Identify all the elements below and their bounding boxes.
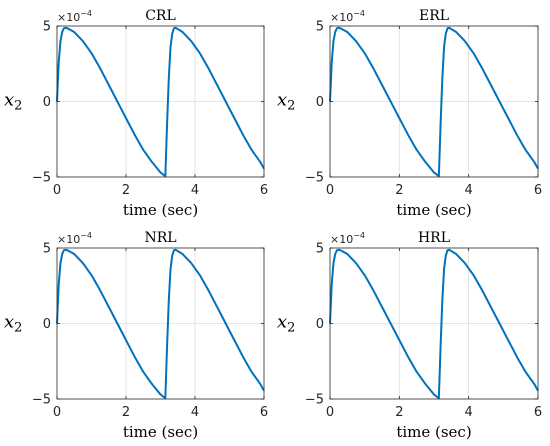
x-tick-label: 4 — [191, 183, 199, 198]
y-tick-label: −5 — [305, 171, 324, 186]
y-axis-label: x2 — [277, 312, 295, 336]
x-axis-label: time (sec) — [123, 423, 198, 441]
y-multiplier-exponent: −4 — [80, 231, 92, 240]
x-axis-label: time (sec) — [396, 201, 471, 219]
series-line — [56, 26, 265, 178]
y-axis-label-main: x — [277, 312, 287, 333]
x-tick-label: 6 — [534, 405, 542, 420]
x-tick-label: 0 — [53, 405, 61, 420]
series-line — [56, 248, 265, 400]
x-tick-label: 6 — [260, 183, 268, 198]
series-line — [329, 248, 539, 400]
y-tick-label: −5 — [32, 171, 51, 186]
x-tick-label: 4 — [191, 405, 199, 420]
subplot-title: HRL — [418, 230, 450, 246]
y-multiplier: ×10−4 — [330, 9, 365, 24]
y-multiplier: ×10−4 — [57, 9, 92, 24]
y-axis-label-main: x — [4, 312, 14, 333]
x-axis-label: time (sec) — [396, 423, 471, 441]
x-tick-label: 4 — [465, 183, 473, 198]
x-tick-label: 4 — [465, 405, 473, 420]
y-tick-label: 5 — [316, 242, 324, 257]
y-tick-label: 5 — [43, 242, 51, 257]
series-line — [329, 26, 539, 178]
y-axis-label-subscript: 2 — [14, 321, 22, 336]
subplot-title: CRL — [145, 8, 176, 24]
x-tick-label: 2 — [395, 183, 403, 198]
y-axis-label-subscript: 2 — [287, 321, 295, 336]
subplot-title: ERL — [419, 8, 449, 24]
x-tick-label: 2 — [395, 405, 403, 420]
y-multiplier-base: ×10 — [57, 233, 80, 246]
y-multiplier-exponent: −4 — [353, 9, 365, 18]
y-axis-label-main: x — [277, 90, 287, 111]
y-axis-label: x2 — [277, 90, 295, 114]
y-tick-label: 0 — [43, 317, 51, 332]
y-tick-label: 0 — [316, 95, 324, 110]
y-axis-label: x2 — [4, 312, 22, 336]
y-multiplier-base: ×10 — [57, 11, 80, 24]
y-tick-label: −5 — [305, 393, 324, 408]
x-tick-label: 0 — [53, 183, 61, 198]
y-axis-label-subscript: 2 — [14, 99, 22, 114]
y-multiplier-base: ×10 — [330, 233, 353, 246]
y-tick-label: 0 — [316, 317, 324, 332]
x-tick-label: 6 — [260, 405, 268, 420]
x-tick-label: 2 — [122, 183, 130, 198]
y-axis-label-main: x — [4, 90, 14, 111]
x-tick-label: 0 — [326, 183, 334, 198]
y-multiplier-exponent: −4 — [353, 231, 365, 240]
y-multiplier-base: ×10 — [330, 11, 353, 24]
y-tick-label: 5 — [316, 20, 324, 35]
x-tick-label: 6 — [534, 183, 542, 198]
y-tick-label: 0 — [43, 95, 51, 110]
y-multiplier: ×10−4 — [57, 231, 92, 246]
y-tick-label: 5 — [43, 20, 51, 35]
y-multiplier-exponent: −4 — [80, 9, 92, 18]
x-tick-label: 2 — [122, 405, 130, 420]
y-tick-label: −5 — [32, 393, 51, 408]
y-axis-label: x2 — [4, 90, 22, 114]
x-axis-label: time (sec) — [123, 201, 198, 219]
y-multiplier: ×10−4 — [330, 231, 365, 246]
x-tick-label: 0 — [326, 405, 334, 420]
y-axis-label-subscript: 2 — [287, 99, 295, 114]
subplot-title: NRL — [144, 230, 176, 246]
